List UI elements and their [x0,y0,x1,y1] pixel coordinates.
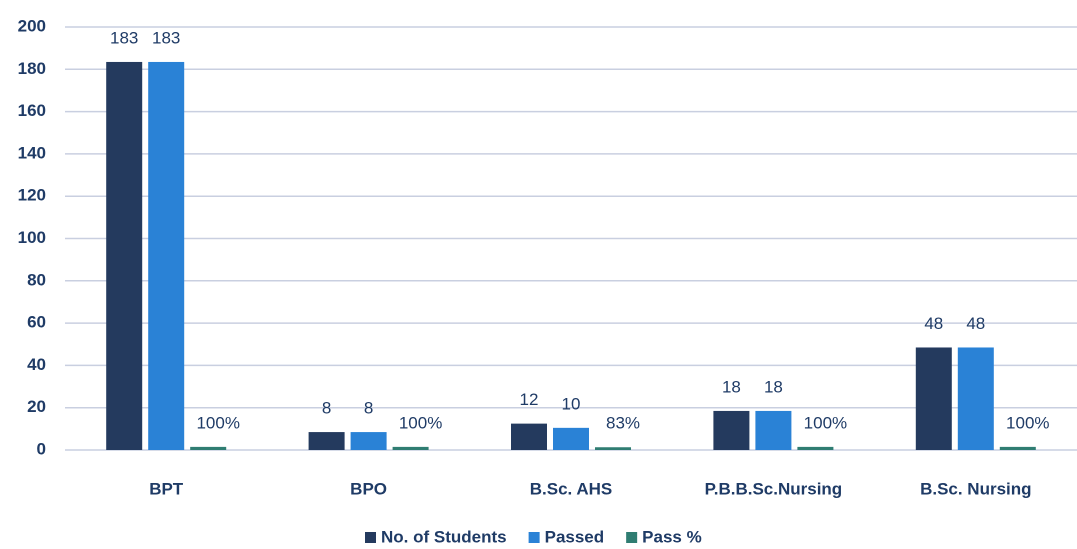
y-tick-label: 100 [18,228,46,247]
data-label: 83% [606,414,640,433]
x-tick-label: BPT [149,479,184,498]
bar [957,347,994,450]
bar [755,410,792,450]
legend-swatch [626,532,638,543]
y-tick-label: 40 [27,355,46,374]
data-label: 12 [520,390,539,409]
bar [999,446,1036,450]
bar [797,446,834,450]
legend-swatch [365,532,376,543]
bar [350,432,387,450]
y-tick-label: 0 [37,439,46,458]
bar [308,432,345,450]
y-tick-label: 20 [27,397,46,416]
x-tick-label: B.Sc. Nursing [920,479,1031,498]
x-tick-label: B.Sc. AHS [530,479,613,498]
data-label: 48 [966,314,985,333]
y-tick-label: 60 [27,313,46,332]
data-label: 8 [322,399,331,418]
x-tick-label: P.B.B.Sc.Nursing [705,479,843,498]
y-tick-label: 80 [27,270,46,289]
bar [713,410,750,450]
data-label: 100% [196,413,239,432]
legend-swatch [528,532,540,543]
legend-label: Pass % [642,527,702,546]
y-tick-label: 120 [18,186,46,205]
data-label: 183 [110,28,138,47]
data-label: 48 [924,314,943,333]
data-label: 100% [399,413,442,432]
bar [595,447,631,450]
data-label: 100% [1006,413,1049,432]
legend-label: Passed [545,527,605,546]
data-label: 183 [152,28,180,47]
y-tick-label: 140 [18,143,46,162]
data-label: 18 [722,377,741,396]
y-tick-label: 200 [18,16,46,35]
bar [511,423,547,450]
legend-label: No. of Students [381,527,507,546]
y-tick-label: 160 [18,101,46,120]
bar [148,61,185,451]
data-label: 100% [804,413,847,432]
bar [553,427,589,450]
y-tick-label: 180 [18,59,46,78]
bar [915,347,952,450]
data-label: 10 [562,394,581,413]
bar [106,61,143,451]
bar [190,446,227,450]
data-label: 8 [364,399,373,418]
x-tick-label: BPO [350,479,387,498]
data-label: 18 [764,377,783,396]
bar [392,446,429,450]
